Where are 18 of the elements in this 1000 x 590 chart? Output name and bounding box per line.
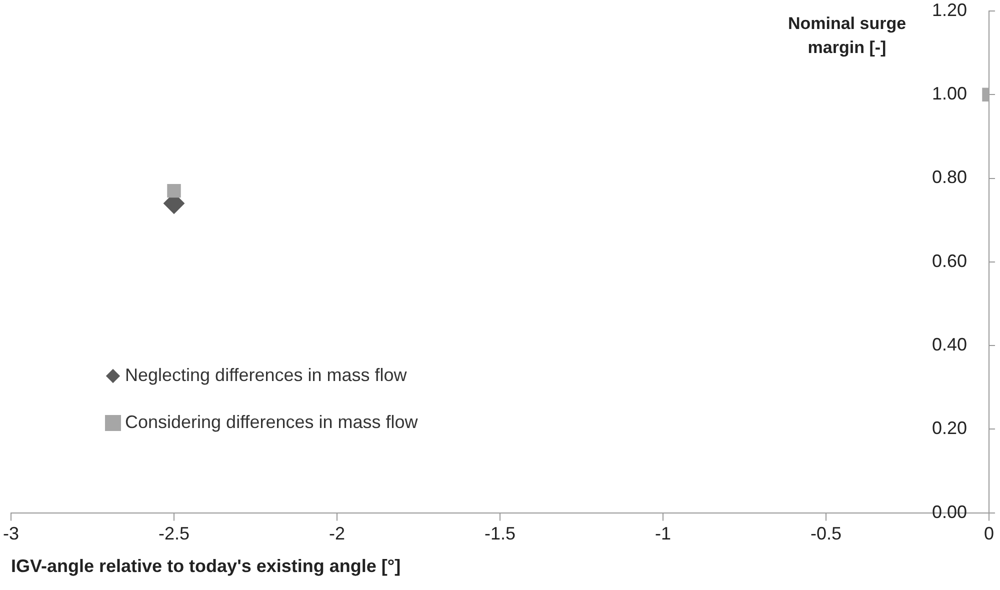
legend-label: Neglecting differences in mass flow <box>125 365 407 386</box>
y-tick-label: 1.20 <box>932 0 967 20</box>
x-tick-label: 0 <box>984 524 994 544</box>
y-tick-label: 0.40 <box>932 334 967 354</box>
y-tick-label: 0.20 <box>932 418 967 438</box>
x-tick-label: -2 <box>328 524 346 544</box>
x-tick-label: -0.5 <box>810 524 842 544</box>
y-tick-label: 0.00 <box>932 502 967 522</box>
x-axis-title: IGV-angle relative to today's existing angle [°] <box>11 556 401 576</box>
legend-label: Considering differences in mass flow <box>125 412 418 433</box>
x-tick-label: -3 <box>2 524 20 544</box>
x-tick-label: -2.5 <box>158 524 190 544</box>
y-tick-label: 1.00 <box>932 84 967 104</box>
y-tick-label: 0.60 <box>932 250 967 271</box>
x-tick-label: -1.5 <box>484 524 516 544</box>
y-tick-label: 0.80 <box>932 167 967 188</box>
y-axis-title: Nominal surge margin [-] <box>786 13 908 59</box>
x-tick-label: -1 <box>654 524 672 544</box>
